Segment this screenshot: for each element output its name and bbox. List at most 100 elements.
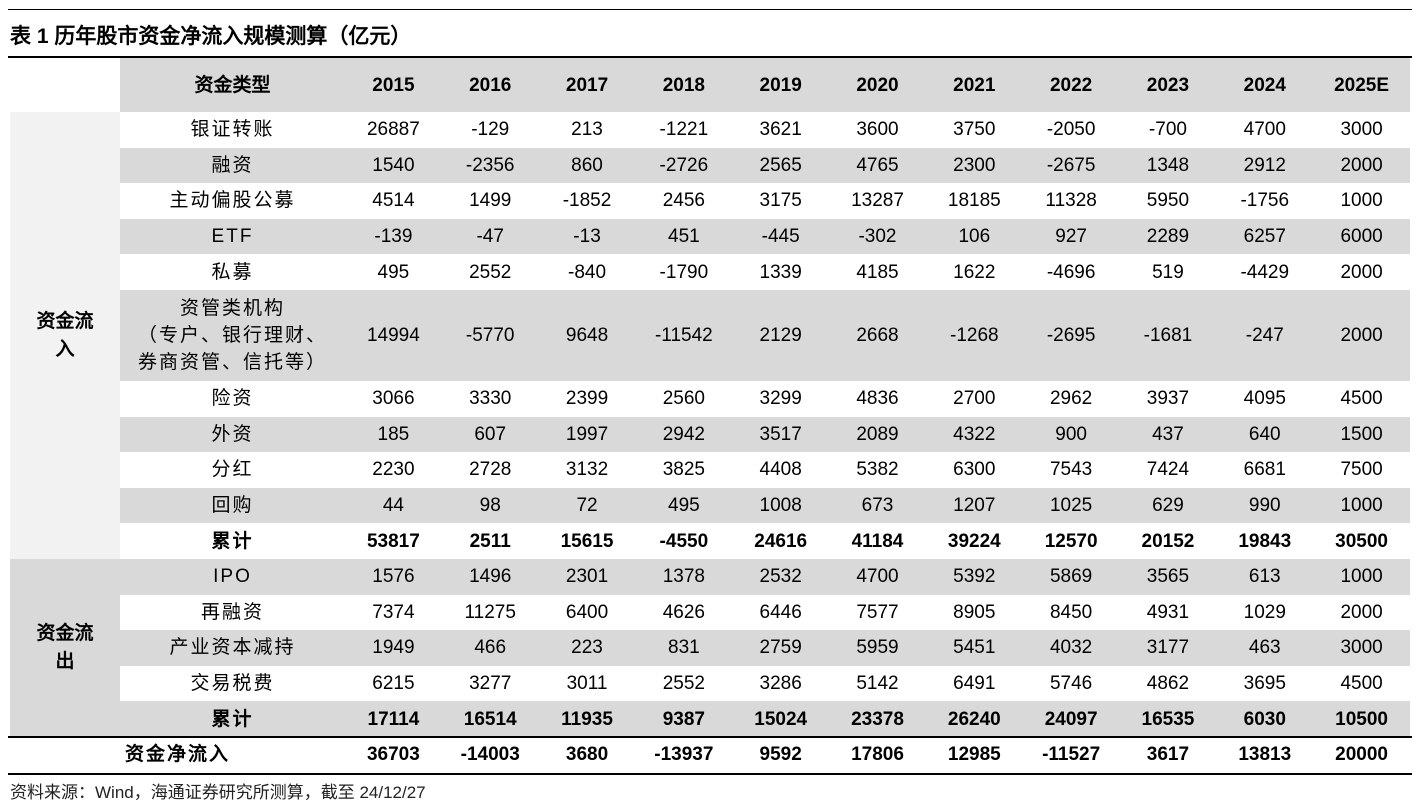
row-label: 险资 — [120, 381, 345, 417]
row-label-line: 银证转账 — [190, 119, 275, 141]
cell-value: 5746 — [1049, 673, 1093, 695]
cell-value: -1790 — [659, 261, 709, 283]
cell-value: -840 — [568, 261, 607, 283]
cell-value: 185 — [377, 423, 410, 445]
cell-value: -4696 — [1046, 261, 1096, 283]
cell-value: 106 — [958, 226, 991, 248]
cell-value: 5382 — [856, 459, 899, 481]
cell-value: -139 — [374, 226, 413, 248]
cell-value: 15024 — [754, 708, 808, 730]
group-label: 资金流入 — [36, 310, 94, 360]
cell-value: 18185 — [947, 190, 1001, 212]
cell-value: 437 — [1152, 423, 1184, 445]
cell-value: -13937 — [654, 744, 714, 766]
column-header: 2024 — [1243, 74, 1286, 96]
cell-value: 5959 — [856, 637, 899, 659]
cell-value: 3330 — [469, 388, 512, 410]
cell-value: 927 — [1055, 226, 1087, 248]
cell-value: 463 — [1248, 637, 1281, 659]
cell-value: 3517 — [759, 423, 802, 445]
cell-value: 2532 — [759, 566, 802, 588]
cell-value: -1681 — [1143, 325, 1193, 346]
cell-value: 1496 — [469, 566, 512, 588]
cell-value: 98 — [479, 495, 501, 517]
cell-value: -5770 — [465, 325, 515, 346]
cell-value: 19843 — [1238, 530, 1292, 552]
cell-value: 4626 — [662, 601, 705, 623]
cell-value: 1000 — [1340, 566, 1383, 588]
cell-value: 3177 — [1146, 637, 1190, 659]
cell-value: 4862 — [1146, 673, 1190, 695]
row-label: IPO — [120, 559, 345, 595]
column-header: 2023 — [1146, 74, 1190, 96]
row-label: 产业资本减持 — [120, 630, 345, 666]
cell-value: 2668 — [856, 325, 899, 346]
cell-value: 7424 — [1146, 459, 1190, 481]
cell-value: -302 — [858, 226, 897, 248]
cell-value: 640 — [1248, 423, 1281, 445]
source-note: 资料来源：Wind，海通证券研究所测算，截至 24/12/27 — [10, 783, 426, 802]
cell-value: 3617 — [1146, 744, 1190, 766]
row-label-line: 资管类机构 — [179, 298, 285, 319]
cell-value: 5142 — [856, 673, 899, 695]
top-rule — [8, 9, 1412, 10]
cell-value: 2728 — [469, 459, 512, 481]
cell-value: 3066 — [372, 388, 415, 410]
cell-value: 41184 — [851, 530, 904, 552]
cell-value: 1339 — [759, 261, 802, 283]
cell-value: 831 — [668, 637, 700, 659]
cell-value: 1207 — [953, 495, 996, 517]
cell-value: 26887 — [366, 119, 420, 141]
column-header: 2019 — [759, 74, 802, 96]
cell-value: 7500 — [1340, 459, 1383, 481]
cell-value: 519 — [1152, 261, 1184, 283]
cell-value: 4700 — [1243, 119, 1286, 141]
row-bg — [120, 630, 1410, 666]
table-title: 表 1 历年股市资金净流入规模测算（亿元） — [10, 25, 412, 48]
cell-value: 4500 — [1340, 673, 1383, 695]
cell-value: 2700 — [953, 388, 996, 410]
cell-value: 213 — [571, 119, 603, 141]
cell-value: 20000 — [1335, 744, 1388, 766]
row-bg — [120, 218, 1410, 255]
cell-value: 3277 — [469, 673, 512, 695]
cell-value: 17806 — [851, 744, 904, 766]
cell-value: 4514 — [372, 190, 415, 212]
row-bg — [120, 487, 1410, 524]
row-label: 资管类机构 （专户、银行理财、 券商资管、信托等） — [120, 290, 345, 381]
cell-value: 6681 — [1243, 459, 1286, 481]
cell-value: 3011 — [566, 673, 608, 695]
cell-value: 2560 — [662, 388, 705, 410]
row-label-line: 累计 — [211, 530, 254, 552]
net-label: 资金净流入 — [124, 744, 230, 766]
cell-value: 2399 — [565, 388, 609, 410]
cell-value: 451 — [668, 226, 700, 248]
column-header: 资金类型 — [194, 74, 271, 96]
cell-value: 6400 — [565, 601, 609, 623]
cell-value: 6491 — [953, 673, 996, 695]
row-label-line: 主动偏股公募 — [169, 190, 296, 212]
cell-value: 39224 — [947, 530, 1001, 552]
cell-value: 495 — [377, 261, 410, 283]
cell-value: 2129 — [759, 325, 802, 346]
cell-value: 3621 — [759, 119, 802, 141]
cell-value: 495 — [668, 495, 700, 517]
cell-value: 673 — [861, 495, 894, 517]
cell-value: 12570 — [1044, 530, 1098, 552]
cell-value: -13 — [573, 226, 601, 248]
cell-value: 2962 — [1049, 388, 1093, 410]
cell-value: 3000 — [1340, 637, 1383, 659]
cell-value: 7374 — [372, 601, 415, 623]
cell-value: -1852 — [562, 190, 612, 212]
cell-value: 4700 — [856, 566, 899, 588]
cell-value: 2300 — [953, 154, 996, 176]
row-bg — [120, 701, 1410, 737]
row-label: 融资 — [120, 148, 345, 184]
row-bg — [120, 147, 1410, 184]
cell-value: 1000 — [1340, 495, 1383, 517]
cell-value: 13813 — [1238, 744, 1292, 766]
cell-value: 629 — [1152, 495, 1184, 517]
cell-value: 12985 — [947, 744, 1001, 766]
cell-value: 2552 — [469, 261, 512, 283]
